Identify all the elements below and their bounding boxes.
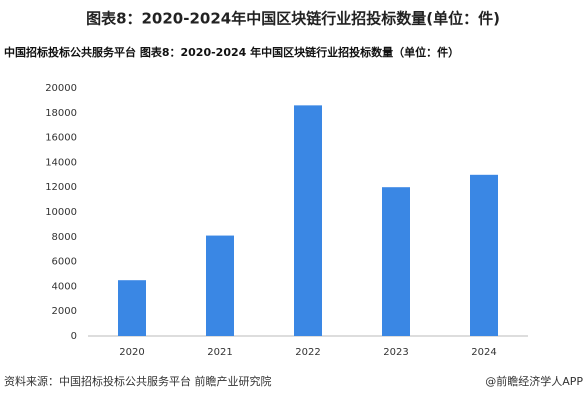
y-tick-label: 20000	[45, 83, 77, 94]
credit: @前瞻经济学人APP	[485, 374, 583, 388]
y-tick-label: 18000	[45, 108, 77, 119]
bar	[382, 187, 410, 336]
x-tick-label: 2021	[207, 347, 232, 358]
bar	[206, 235, 234, 336]
chart-title: 图表8：2020-2024年中国区块链行业招投标数量(单位：件)	[86, 10, 500, 28]
y-tick-label: 0	[71, 331, 77, 342]
y-tick-label: 8000	[52, 232, 77, 243]
x-tick-label: 2023	[383, 347, 408, 358]
source: 资料来源：中国招标投标公共服务平台 前瞻产业研究院	[4, 374, 272, 388]
y-tick-label: 2000	[52, 306, 77, 317]
y-tick-label: 10000	[45, 207, 77, 218]
y-tick-label: 6000	[52, 257, 77, 268]
y-tick-label: 14000	[45, 157, 77, 168]
bar	[294, 105, 322, 336]
bar	[470, 174, 498, 336]
x-tick-label: 2020	[119, 347, 144, 358]
bar	[118, 280, 146, 336]
y-tick-label: 12000	[45, 182, 77, 193]
x-tick-label: 2022	[295, 347, 320, 358]
y-tick-label: 16000	[45, 133, 77, 144]
x-tick-label: 2024	[471, 347, 496, 358]
y-tick-label: 4000	[52, 281, 77, 292]
chart-subtitle: 中国招标投标公共服务平台 图表8：2020-2024 年中国区块链行业招投标数量…	[4, 45, 459, 59]
